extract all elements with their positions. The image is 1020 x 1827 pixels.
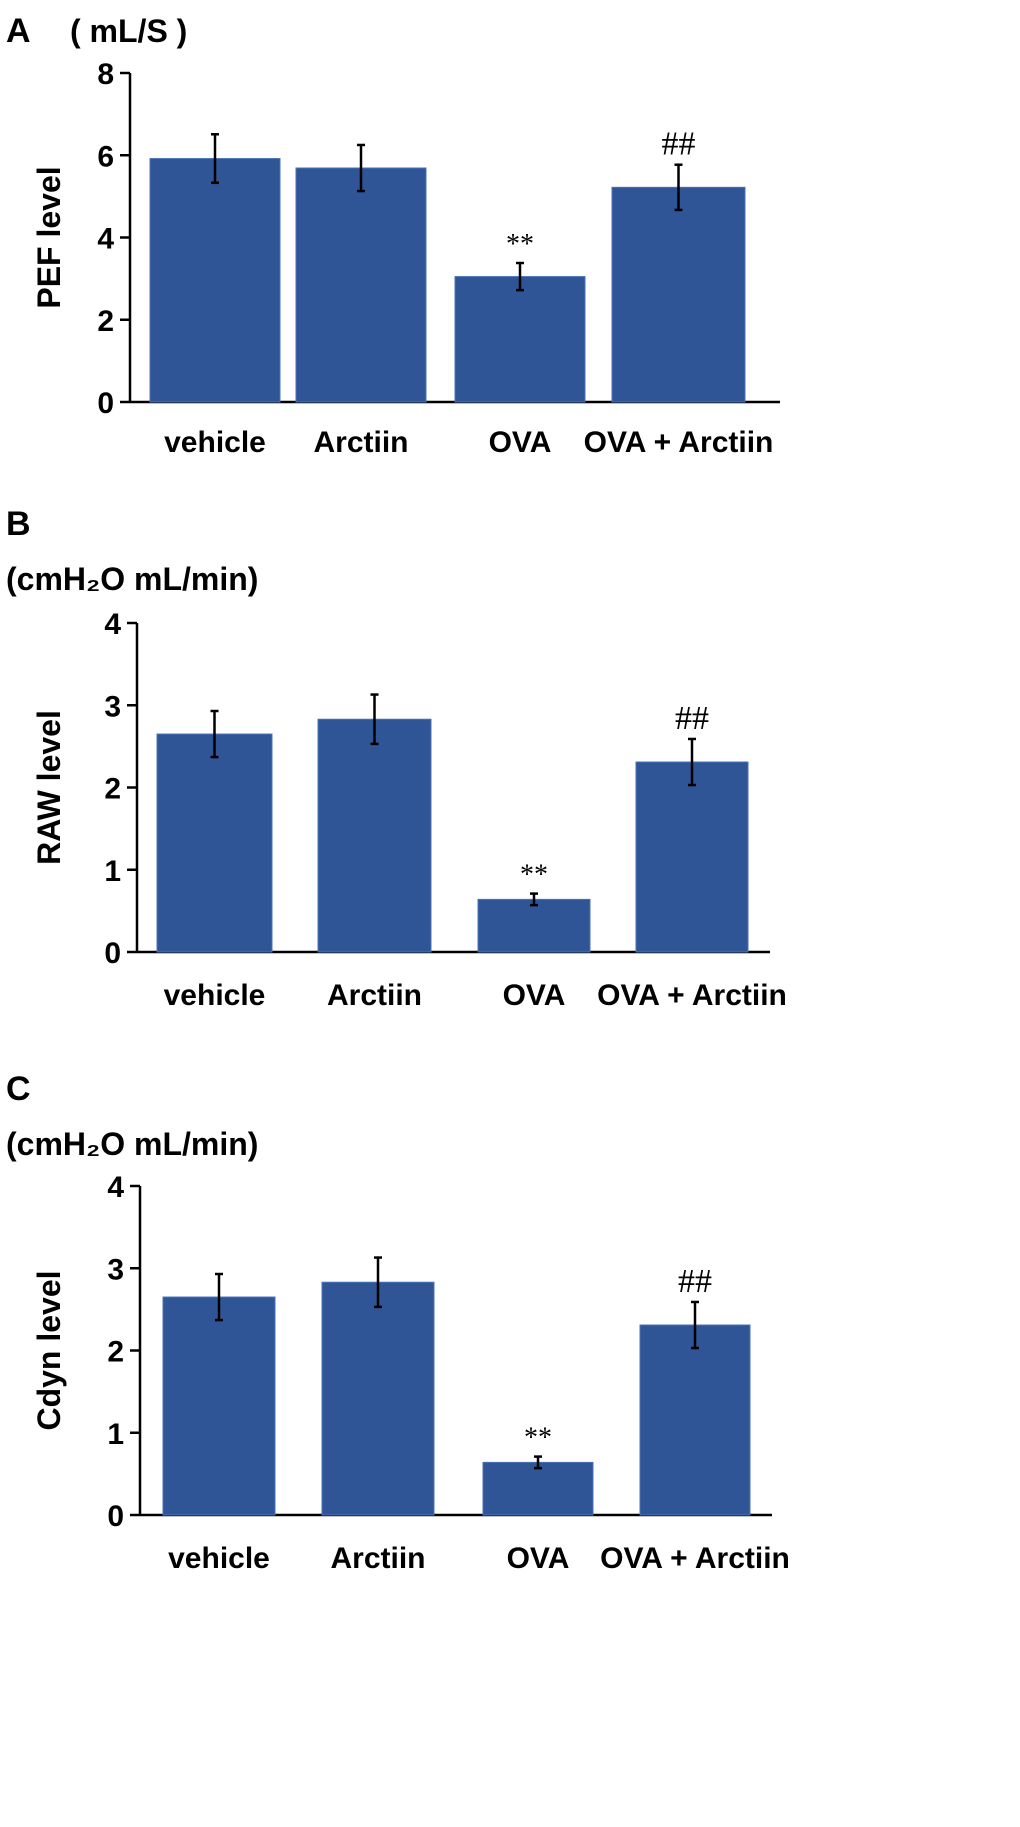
y-tick-label: 4: [107, 1171, 124, 1204]
x-tick-label: OVA + Arctiin: [584, 426, 774, 459]
x-tick-label: vehicle: [168, 1542, 270, 1575]
y-tick-label: 2: [107, 1336, 124, 1369]
significance-mark: **: [520, 860, 548, 891]
panel-b: B (cmH₂O mL/min) RAW level 0 1 2 3 4 vehicle Arct…: [6, 505, 787, 1012]
x-tick-label: OVA + Arctiin: [600, 1542, 790, 1575]
y-axis-label: RAW level: [31, 710, 67, 865]
panel-label: A: [6, 12, 31, 50]
bar-vehicle: [149, 158, 281, 403]
bar-ova: [477, 898, 591, 953]
bar-ova: [482, 1461, 594, 1516]
bar-arctiin: [317, 718, 432, 953]
panel-label: C: [6, 1070, 31, 1108]
x-tick-label: OVA: [489, 426, 552, 459]
x-tick-label: vehicle: [164, 426, 266, 459]
panel-label: B: [6, 505, 31, 543]
y-tick-label: 4: [104, 608, 121, 641]
significance-mark: ##: [678, 1263, 712, 1300]
y-tick-label: 1: [107, 1418, 124, 1451]
y-tick-label: 6: [97, 140, 114, 173]
bar-ova-arctiin: [635, 761, 749, 953]
y-tick-label: 1: [104, 855, 121, 888]
bar-ova: [454, 276, 586, 403]
panel-a: A ( mL/S ) PEF level 0 2 4 6 8 vehicle Arctiin ** O…: [6, 12, 780, 459]
y-axis-label: PEF level: [31, 166, 67, 308]
bar-arctiin: [321, 1281, 435, 1516]
y-tick-label: 4: [97, 223, 114, 256]
y-tick-label: 0: [104, 937, 121, 970]
significance-mark: ##: [662, 126, 696, 163]
y-tick-label: 0: [97, 387, 114, 420]
significance-mark: **: [524, 1423, 552, 1454]
x-tick-label: Arctiin: [313, 426, 408, 459]
x-tick-label: Arctiin: [330, 1542, 425, 1575]
x-tick-label: vehicle: [164, 979, 266, 1012]
bar-arctiin: [295, 167, 427, 403]
y-tick-label: 3: [104, 690, 121, 723]
unit-label: ( mL/S ): [70, 13, 187, 49]
y-tick-label: 2: [97, 305, 114, 338]
bar-vehicle: [156, 733, 273, 953]
x-tick-label: OVA: [503, 979, 566, 1012]
x-tick-label: Arctiin: [327, 979, 422, 1012]
significance-mark: **: [506, 229, 534, 260]
significance-mark: ##: [675, 700, 709, 737]
panel-c: C (cmH₂O mL/min) Cdyn level 0 1 2 3 4 vehicle Arc…: [6, 1070, 790, 1575]
unit-label: (cmH₂O mL/min): [6, 1126, 258, 1162]
bar-vehicle: [162, 1296, 276, 1516]
x-tick-label: OVA + Arctiin: [597, 979, 787, 1012]
y-tick-label: 8: [97, 58, 114, 91]
y-tick-label: 0: [107, 1500, 124, 1533]
x-tick-label: OVA: [507, 1542, 570, 1575]
y-axis-label: Cdyn level: [31, 1270, 67, 1430]
bar-ova-arctiin: [611, 186, 746, 403]
y-tick-label: 2: [104, 773, 121, 806]
y-tick-label: 3: [107, 1253, 124, 1286]
unit-label: (cmH₂O mL/min): [6, 561, 258, 597]
bar-ova-arctiin: [639, 1324, 751, 1516]
